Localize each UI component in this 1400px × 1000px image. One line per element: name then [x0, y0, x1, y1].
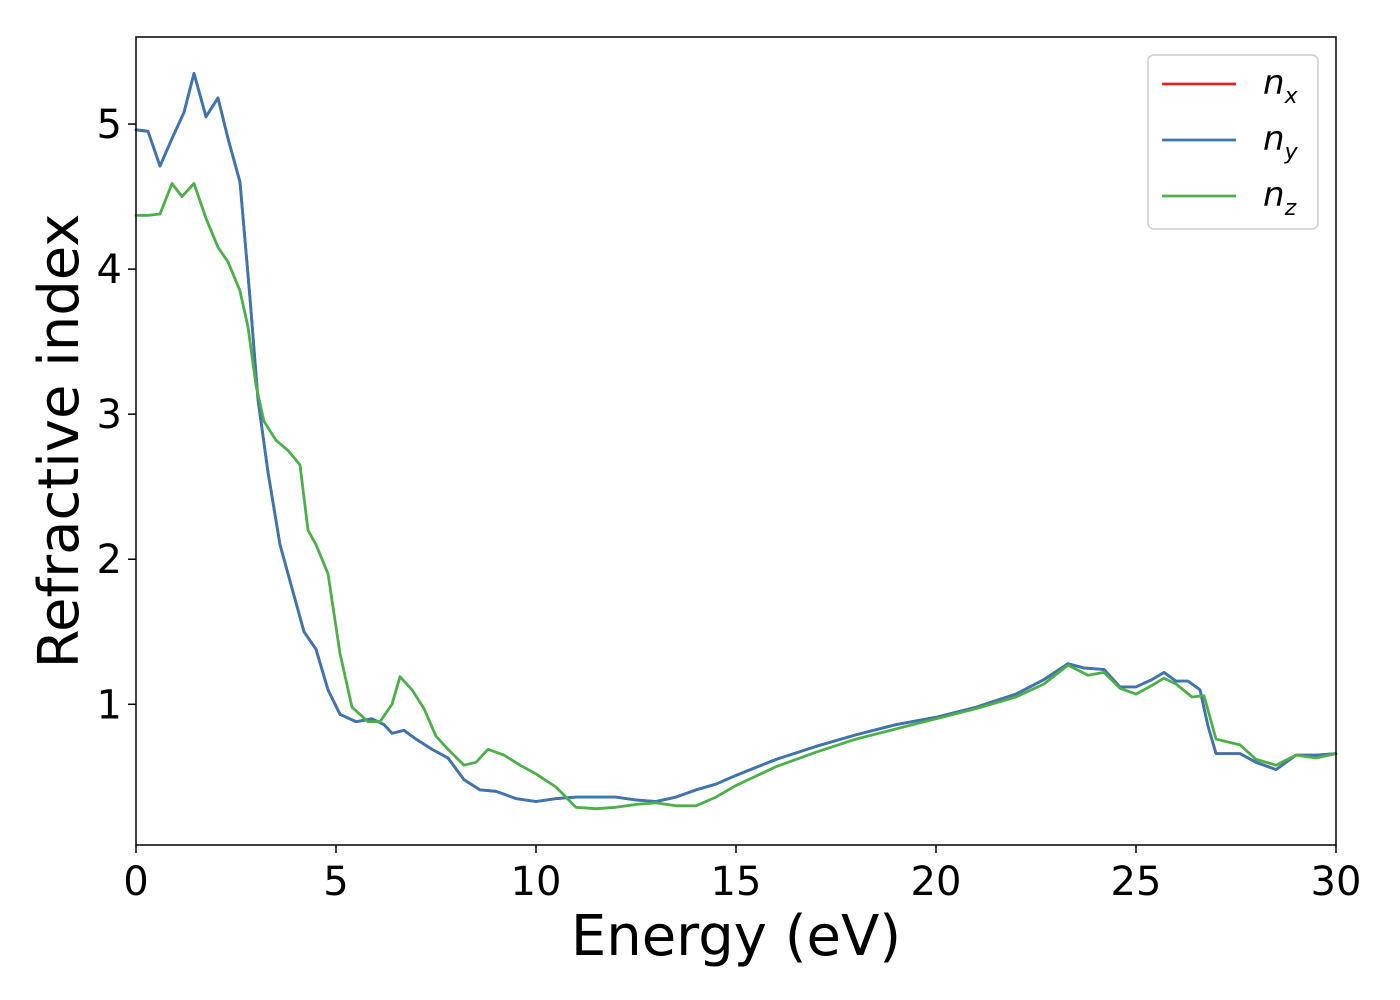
legend-box	[1147, 54, 1319, 230]
y-tick-label: 4	[97, 247, 122, 293]
legend: nx ny nz	[1147, 54, 1319, 230]
x-tick-label: 5	[323, 859, 348, 905]
legend-label-z: nz	[1263, 175, 1297, 221]
series-line-y	[134, 71, 1338, 803]
series-layer	[134, 71, 1338, 811]
x-tick-label: 25	[1111, 859, 1162, 905]
x-tick-label: 20	[911, 859, 962, 905]
x-axis-label: Energy (eV)	[571, 904, 901, 969]
y-tick-label: 5	[97, 102, 122, 148]
x-tick-label: 10	[511, 859, 562, 905]
axis-ticks: 0 5 10 15 20 25 30 1 2 3 4 5	[97, 102, 1362, 905]
y-tick-label: 3	[97, 392, 122, 438]
x-tick-label: 0	[123, 859, 148, 905]
x-tick-label: 30	[1311, 859, 1362, 905]
y-tick-label: 1	[97, 682, 122, 728]
legend-label-y: ny	[1263, 119, 1299, 165]
series-line-z	[134, 182, 1338, 811]
x-tick-label: 15	[711, 859, 762, 905]
y-tick-label: 2	[97, 537, 122, 583]
legend-label-x: nx	[1263, 63, 1299, 109]
y-axis-label: Refractive index	[27, 214, 92, 669]
